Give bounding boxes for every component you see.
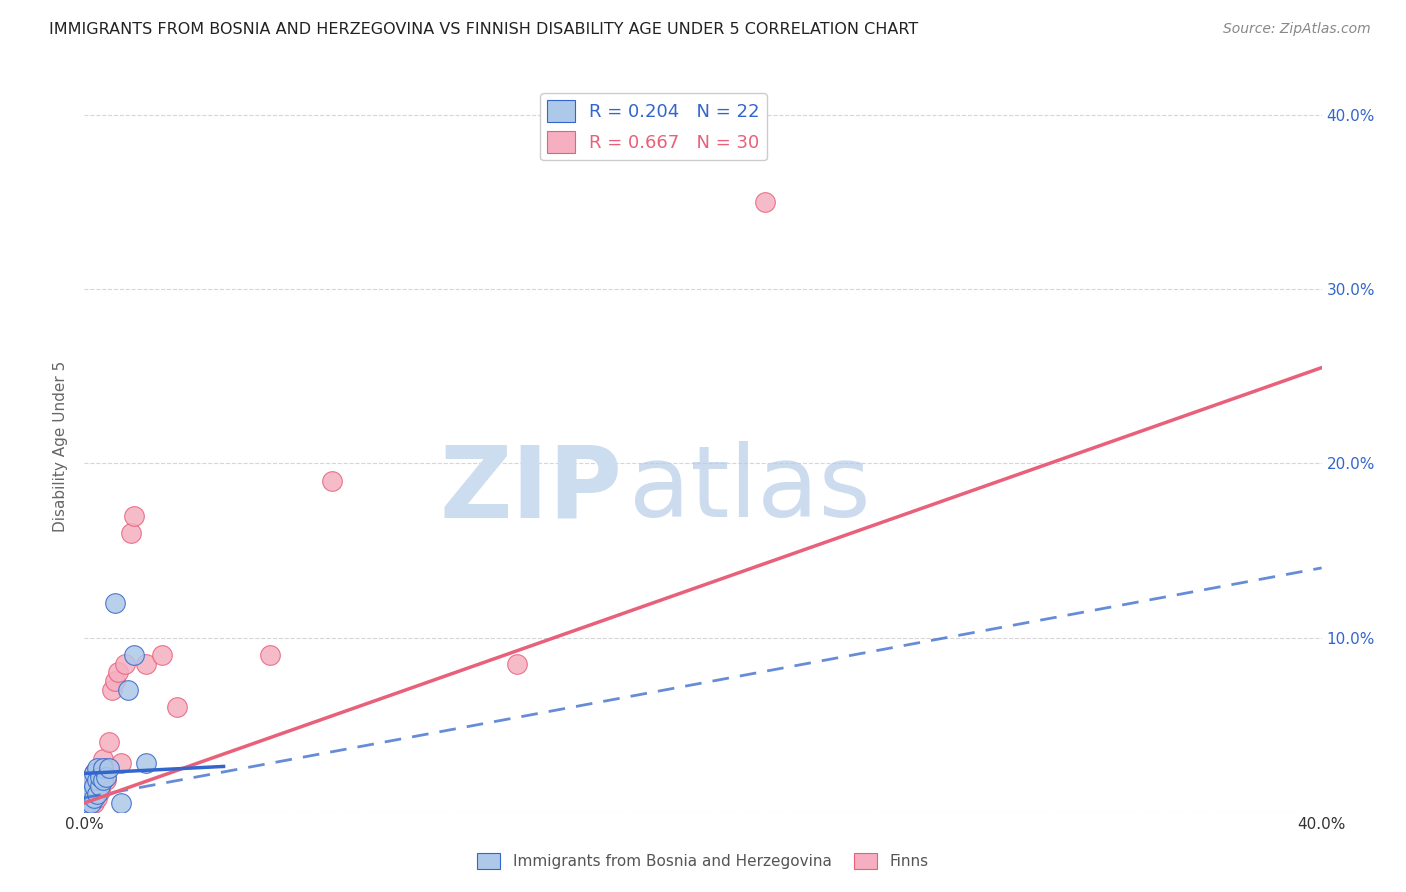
Point: [83, 796, 105, 810]
Point: [79, 790, 101, 805]
Point: [94, 773, 117, 788]
Point: [122, 508, 145, 523]
Point: [86, 773, 108, 788]
Point: [83, 779, 105, 793]
Text: ZIP: ZIP: [440, 442, 623, 539]
Point: [110, 756, 132, 770]
Point: [98, 735, 121, 749]
Legend: Immigrants from Bosnia and Herzegovina, Finns: Immigrants from Bosnia and Herzegovina, …: [471, 847, 935, 875]
Point: [120, 526, 142, 541]
Point: [107, 665, 129, 680]
Point: [98, 761, 121, 775]
Point: [83, 779, 105, 793]
Point: [79, 779, 101, 793]
Text: atlas: atlas: [628, 442, 870, 539]
Point: [91, 761, 114, 775]
Point: [135, 756, 157, 770]
Point: [79, 773, 101, 788]
Point: [321, 474, 343, 488]
Point: [76, 796, 98, 810]
Point: [79, 784, 101, 798]
Point: [76, 796, 98, 810]
Point: [83, 790, 105, 805]
Point: [89, 770, 111, 784]
Point: [86, 761, 108, 775]
Point: [76, 787, 98, 801]
Point: [86, 787, 108, 801]
Point: [114, 657, 136, 671]
Point: [150, 648, 173, 662]
Point: [110, 796, 132, 810]
Point: [754, 195, 776, 210]
Point: [89, 779, 111, 793]
Point: [117, 682, 139, 697]
Text: IMMIGRANTS FROM BOSNIA AND HERZEGOVINA VS FINNISH DISABILITY AGE UNDER 5 CORRELA: IMMIGRANTS FROM BOSNIA AND HERZEGOVINA V…: [49, 22, 918, 37]
Point: [166, 700, 188, 714]
Y-axis label: Disability Age Under 5: Disability Age Under 5: [53, 360, 69, 532]
Text: Source: ZipAtlas.com: Source: ZipAtlas.com: [1223, 22, 1371, 37]
Point: [122, 648, 145, 662]
Point: [91, 752, 114, 766]
Point: [104, 674, 127, 689]
Point: [83, 766, 105, 780]
Point: [506, 657, 529, 671]
Point: [101, 682, 124, 697]
Point: [135, 657, 157, 671]
Point: [86, 790, 108, 805]
Point: [76, 787, 98, 801]
Point: [94, 770, 117, 784]
Point: [104, 596, 127, 610]
Point: [94, 761, 117, 775]
Point: [89, 784, 111, 798]
Point: [91, 773, 114, 788]
Point: [86, 773, 108, 788]
Point: [89, 770, 111, 784]
Point: [259, 648, 281, 662]
Point: [83, 766, 105, 780]
Legend: R = 0.204   N = 22, R = 0.667   N = 30: R = 0.204 N = 22, R = 0.667 N = 30: [540, 93, 766, 161]
Point: [91, 761, 114, 775]
Point: [79, 796, 101, 810]
